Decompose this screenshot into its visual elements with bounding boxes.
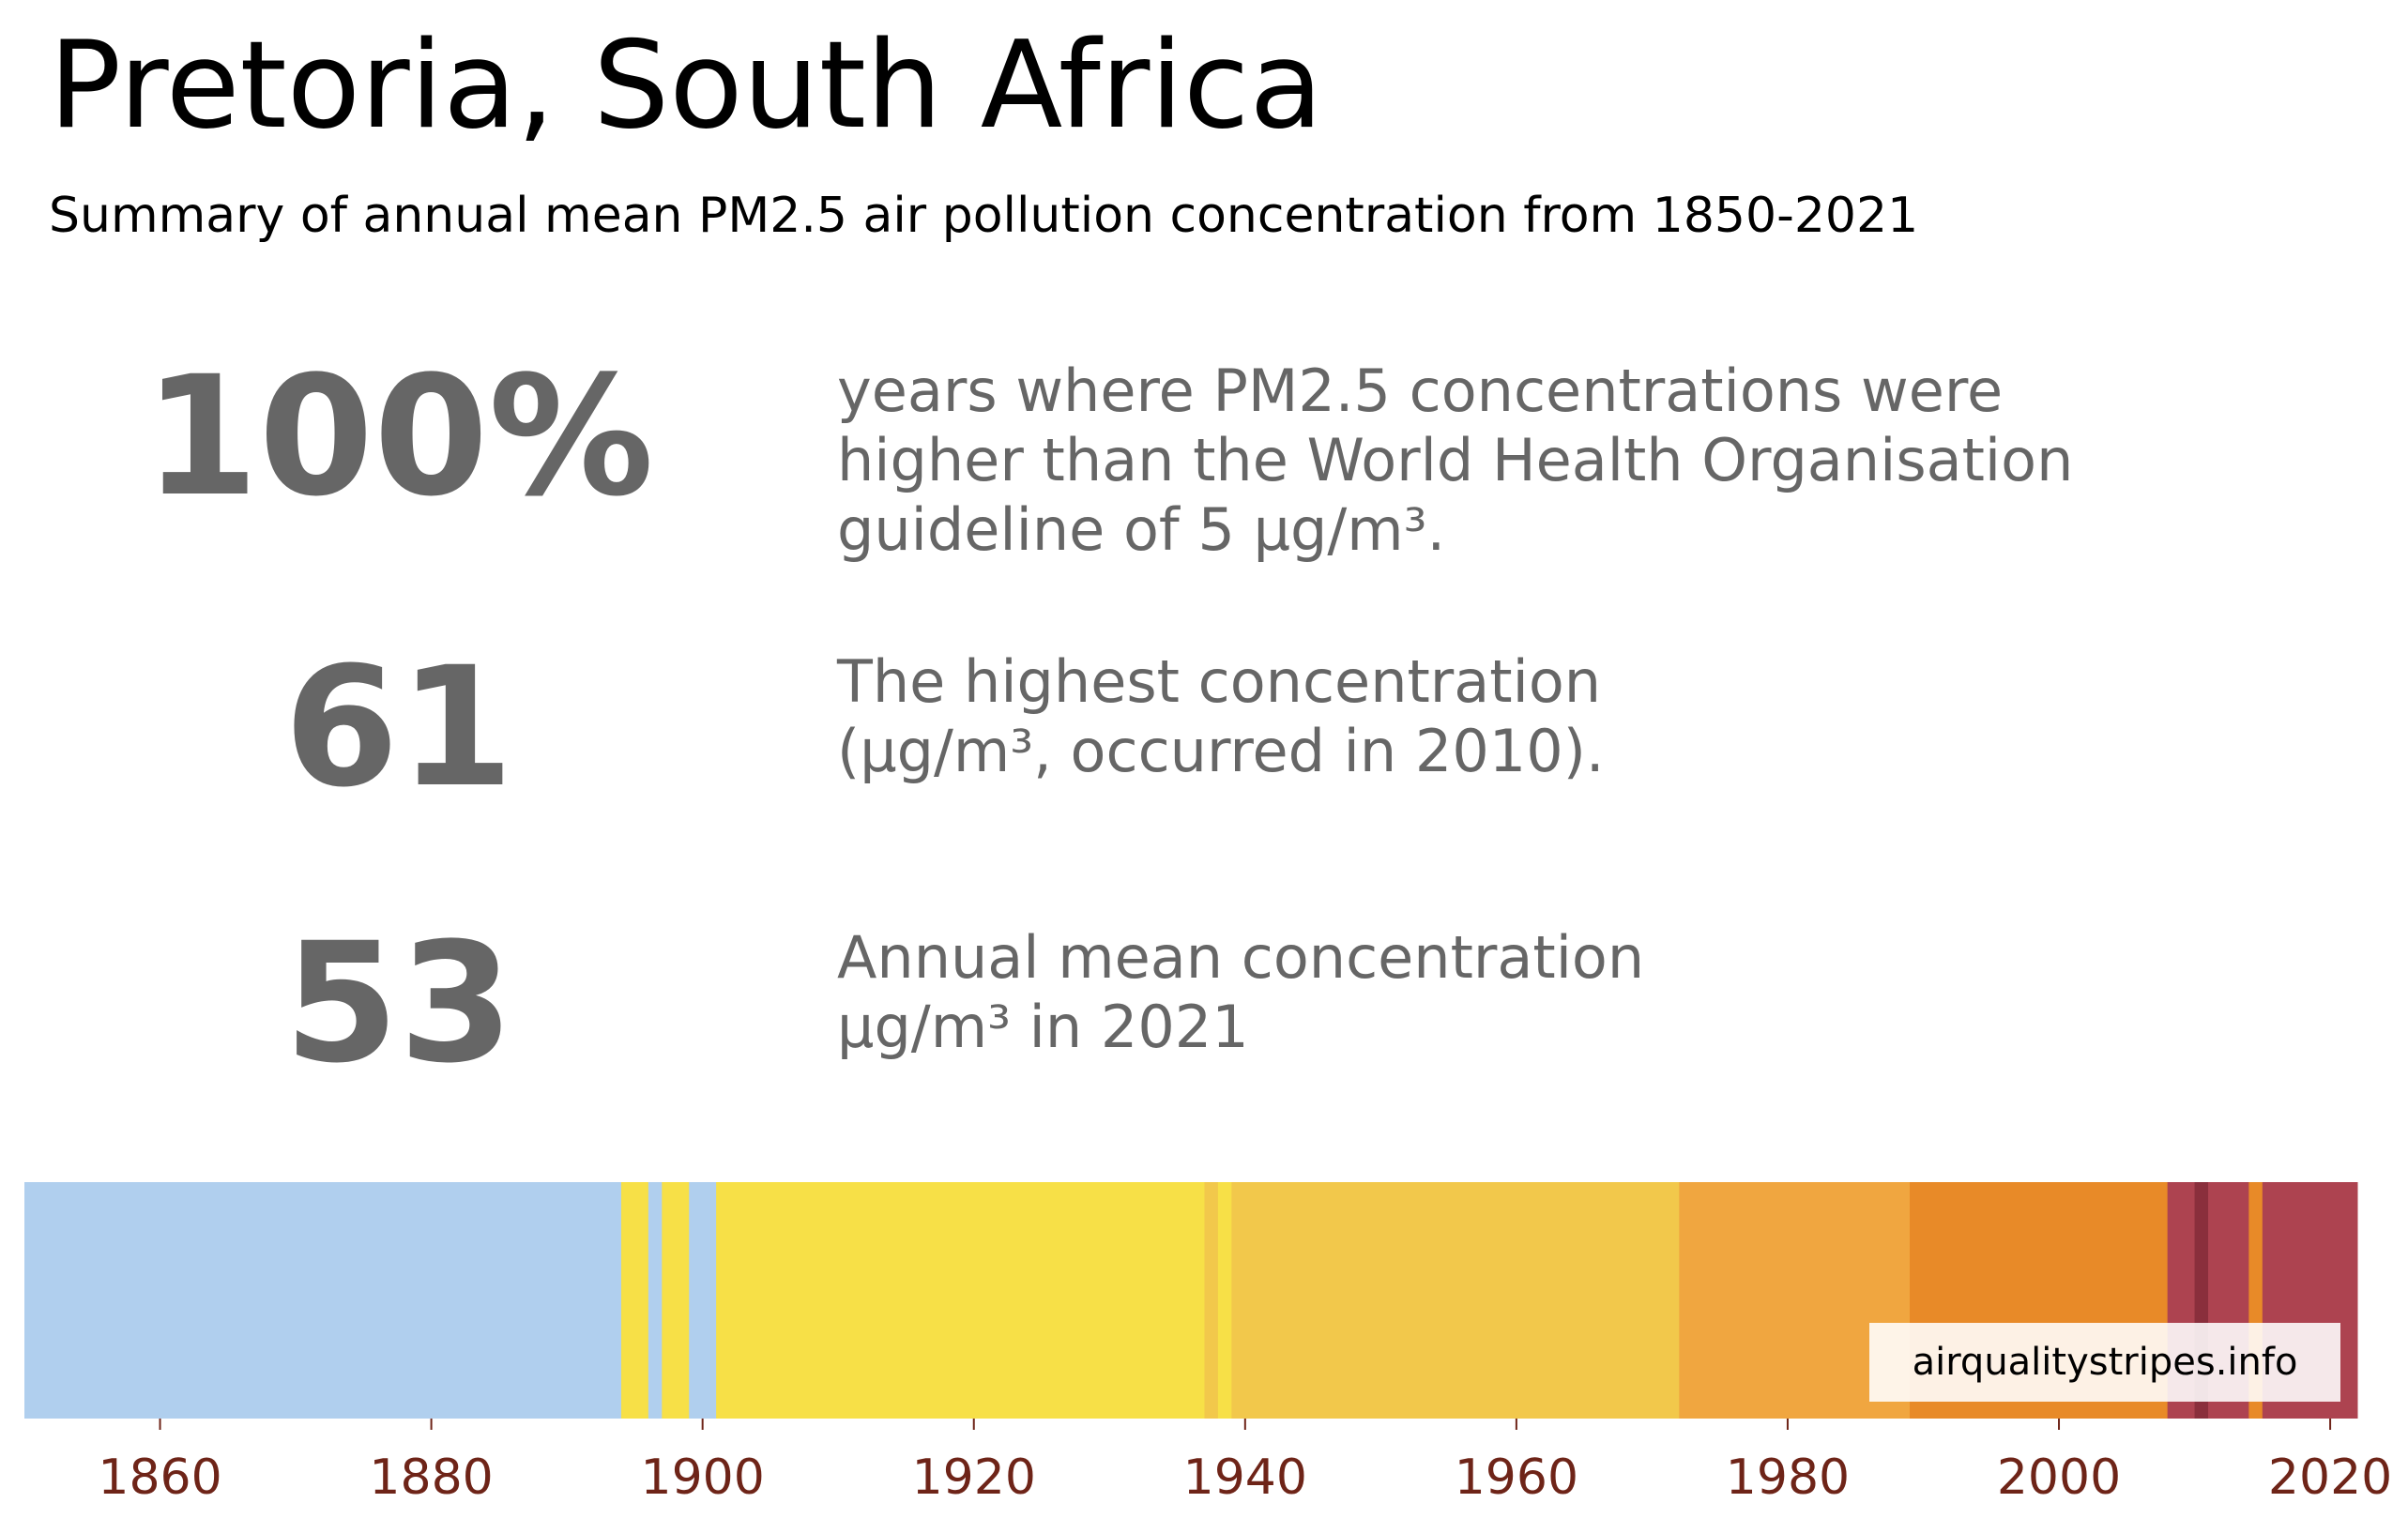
tick-label-1860: 1860: [98, 1450, 221, 1506]
stat-line: guideline of 5 µg/m³.: [837, 495, 1446, 564]
stripe-1894-1896: [620, 1182, 649, 1419]
stat-description-highest: The highest concentration (µg/m³, occurr…: [837, 647, 1605, 786]
stat-description-percent: years where PM2.5 concentrations were hi…: [837, 357, 2073, 565]
stat-description-latest: Annual mean concentration µg/m³ in 2021: [837, 923, 1644, 1062]
stripe-1939-1972: [1231, 1182, 1680, 1419]
stat-line: higher than the World Health Organisatio…: [837, 426, 2074, 494]
page-title: Pretoria, South Africa: [49, 16, 1323, 156]
tick-label-1960: 1960: [1455, 1450, 1578, 1506]
stripe-1850-1894: [24, 1182, 622, 1419]
stripe-1901-1937: [716, 1182, 1205, 1419]
credit-label: airqualitystripes.info: [1869, 1323, 2340, 1402]
stat-line: The highest concentration: [837, 647, 1602, 716]
stat-value-latest: 53: [283, 907, 514, 1100]
stat-line: (µg/m³, occurred in 2010).: [837, 717, 1605, 785]
stat-value-percent: 100%: [144, 341, 654, 533]
stripe-1899-1901: [689, 1182, 717, 1419]
stripe-1896-1897: [648, 1182, 663, 1419]
tick-label-1900: 1900: [641, 1450, 765, 1506]
stat-line: years where PM2.5 concentrations were: [837, 357, 2004, 425]
tick-label-2020: 2020: [2268, 1450, 2392, 1506]
stripe-1937-1938: [1204, 1182, 1219, 1419]
stat-value-highest: 61: [283, 631, 514, 824]
page-subtitle: Summary of annual mean PM2.5 air polluti…: [49, 188, 1919, 244]
tick-label-1980: 1980: [1726, 1450, 1850, 1506]
tick-label-1880: 1880: [369, 1450, 493, 1506]
x-axis-ticks: 1860 1880 1900 1920 1940 1960 1980 2000 2020: [98, 1419, 2392, 1506]
stripe-1897-1899: [662, 1182, 690, 1419]
tick-label-1940: 1940: [1183, 1450, 1307, 1506]
stat-line: Annual mean concentration: [837, 923, 1645, 992]
tick-label-1920: 1920: [912, 1450, 1036, 1506]
tick-label-2000: 2000: [1997, 1450, 2121, 1506]
stripe-1938-1939: [1217, 1182, 1232, 1419]
stat-line: µg/m³ in 2021: [837, 993, 1249, 1061]
